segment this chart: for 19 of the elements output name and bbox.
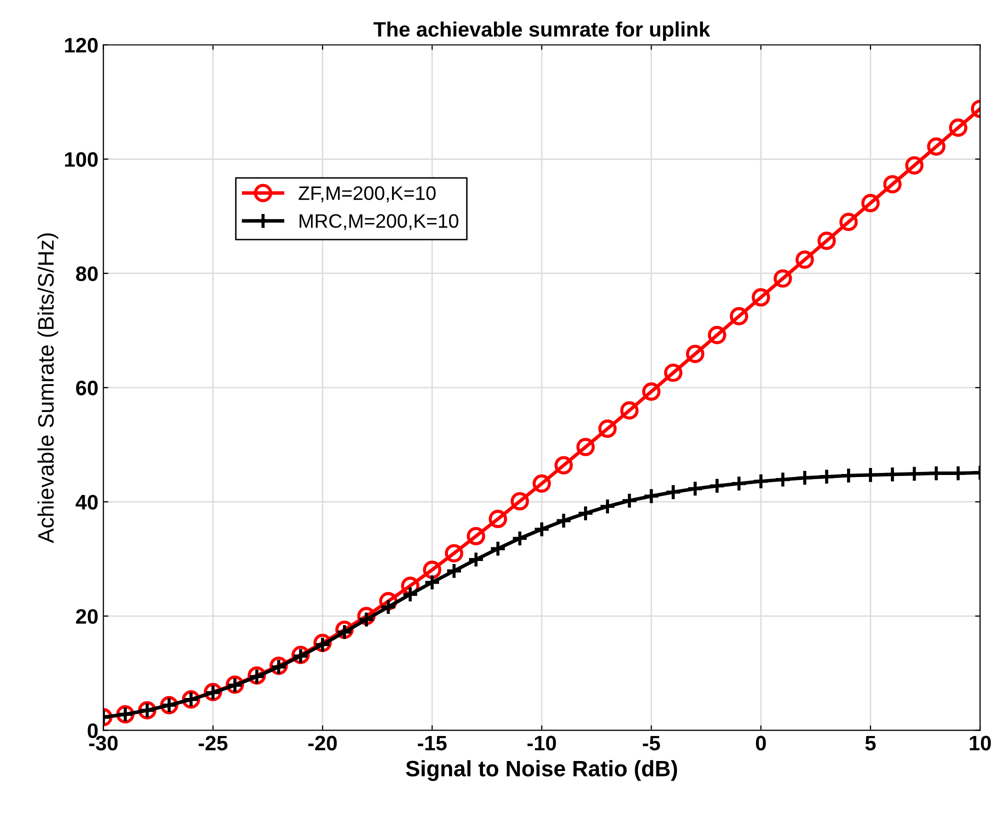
y-tick-label: 40: [76, 494, 98, 510]
x-tick-label: -15: [418, 736, 447, 750]
x-tick-label: 5: [865, 736, 876, 750]
y-axis-title: Achievable Sumrate (Bits/S/Hz): [37, 233, 58, 544]
x-axis-title: Signal to Noise Ratio (dB): [406, 760, 678, 781]
y-tick-label: 60: [76, 380, 98, 396]
x-tick-label: -20: [308, 736, 337, 750]
x-tick-label: -5: [642, 736, 660, 750]
chart-title: The achievable sumrate for uplink: [374, 21, 710, 41]
y-tick-label: 120: [65, 38, 98, 53]
x-tick-label: -25: [198, 736, 228, 750]
legend-label: ZF,M=200,K=10: [298, 186, 436, 202]
y-tick-label: 100: [65, 152, 98, 167]
legend-label: MRC,M=200,K=10: [300, 214, 458, 230]
y-tick-label: 20: [76, 609, 98, 624]
x-tick-label: -10: [527, 736, 556, 750]
y-tick-label: 80: [76, 266, 98, 282]
x-tick-label: 0: [756, 736, 766, 750]
x-tick-label: 10: [970, 736, 991, 750]
